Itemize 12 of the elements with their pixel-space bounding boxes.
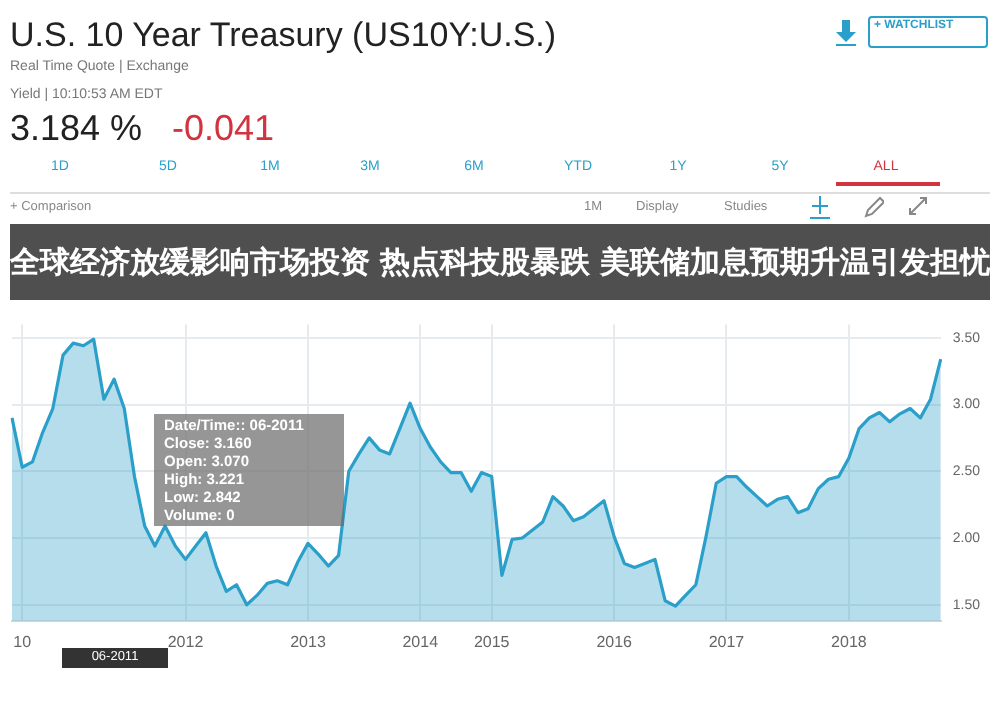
x-tick-label: 2012 (167, 632, 205, 651)
text: -0.041 (172, 108, 275, 150)
x-tick-label: 2013 (290, 632, 327, 651)
x-tick-label: 2017 (708, 632, 746, 651)
x-tick-label: 2016 (596, 632, 634, 651)
x-tick-label: 2018 (831, 632, 868, 651)
x-tick-label: 10 (13, 632, 33, 651)
chart-subtitle: U.S. 10 Year Treasury (US10Y:U.S.) (10, 16, 557, 56)
x-tick-label: 2014 (402, 632, 440, 651)
x-tick-label: 2015 (473, 632, 511, 651)
text: 3.184 % (10, 108, 143, 150)
chart-title: 全球经济放缓影响市场投资 热点科技股暴跌 美联储加息预期升温引发担忧 (9, 243, 991, 281)
